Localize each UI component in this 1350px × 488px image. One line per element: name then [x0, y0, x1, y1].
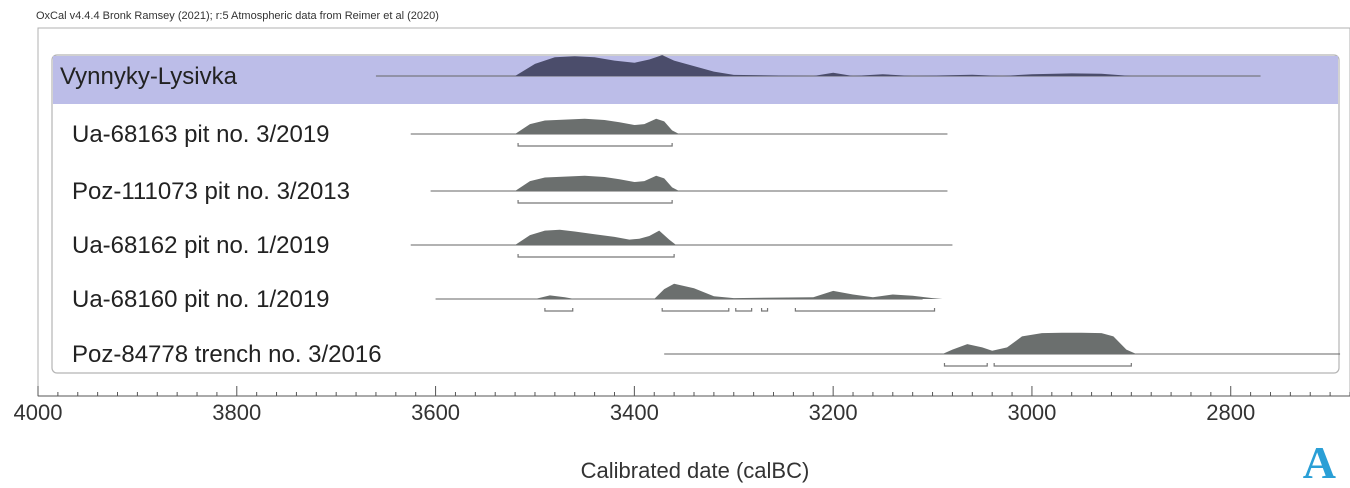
- x-tick-label: 3400: [610, 400, 659, 425]
- panel-letter: A: [1302, 437, 1336, 488]
- probability-distribution: [515, 229, 677, 245]
- x-tick-label: 4000: [14, 400, 63, 425]
- phase-band: [53, 56, 1338, 104]
- x-tick-label: 3200: [809, 400, 858, 425]
- series-row: Ua-68162 pit no. 1/2019: [72, 229, 953, 259]
- probability-distribution: [535, 283, 943, 299]
- series-label: Poz-84778 trench no. 3/2016: [72, 341, 382, 368]
- series-label: Vynnyky-Lysivka: [60, 63, 238, 90]
- range-95-bracket: [517, 143, 673, 147]
- range-95-bracket: [661, 308, 730, 312]
- x-tick-label: 2800: [1206, 400, 1255, 425]
- probability-distribution: [515, 175, 680, 191]
- x-axis-label: Calibrated date (calBC): [581, 458, 810, 483]
- series-row: Poz-111073 pit no. 3/2013: [72, 175, 948, 205]
- range-95-bracket: [794, 308, 936, 312]
- series-label: Ua-68162 pit no. 1/2019: [72, 232, 330, 259]
- panel-box: [51, 54, 1340, 374]
- header-text: OxCal v4.4.4 Bronk Ramsey (2021); r:5 At…: [36, 10, 439, 22]
- series-label: Ua-68163 pit no. 3/2019: [72, 121, 330, 148]
- x-axis: 4000 3800 3600 3400 3200 3000 2800: [14, 386, 1350, 425]
- series-row: Ua-68160 pit no. 1/2019: [72, 283, 943, 313]
- series-row: Ua-68163 pit no. 3/2019: [72, 118, 948, 148]
- range-95-bracket: [735, 308, 753, 312]
- x-tick-label: 3800: [212, 400, 261, 425]
- series-row: Poz-84778 trench no. 3/2016: [72, 332, 1341, 368]
- series-rows: Vynnyky-Lysivka Ua-68163 pit no. 3/2019 Po…: [53, 55, 1341, 368]
- series-label: Ua-68160 pit no. 1/2019: [72, 286, 330, 313]
- range-95-bracket: [544, 308, 574, 312]
- series-row: Vynnyky-Lysivka: [53, 55, 1338, 104]
- x-tick-label: 3600: [411, 400, 460, 425]
- range-95-bracket: [993, 363, 1132, 367]
- probability-distribution: [942, 332, 1137, 354]
- range-95-bracket: [943, 363, 988, 367]
- series-label: Poz-111073 pit no. 3/2013: [72, 178, 350, 205]
- probability-distribution: [515, 118, 680, 134]
- range-95-bracket: [517, 200, 673, 204]
- probability-distribution: [515, 55, 1132, 76]
- range-95-bracket: [517, 254, 675, 258]
- x-tick-label: 3000: [1007, 400, 1056, 425]
- range-95-bracket: [760, 308, 769, 312]
